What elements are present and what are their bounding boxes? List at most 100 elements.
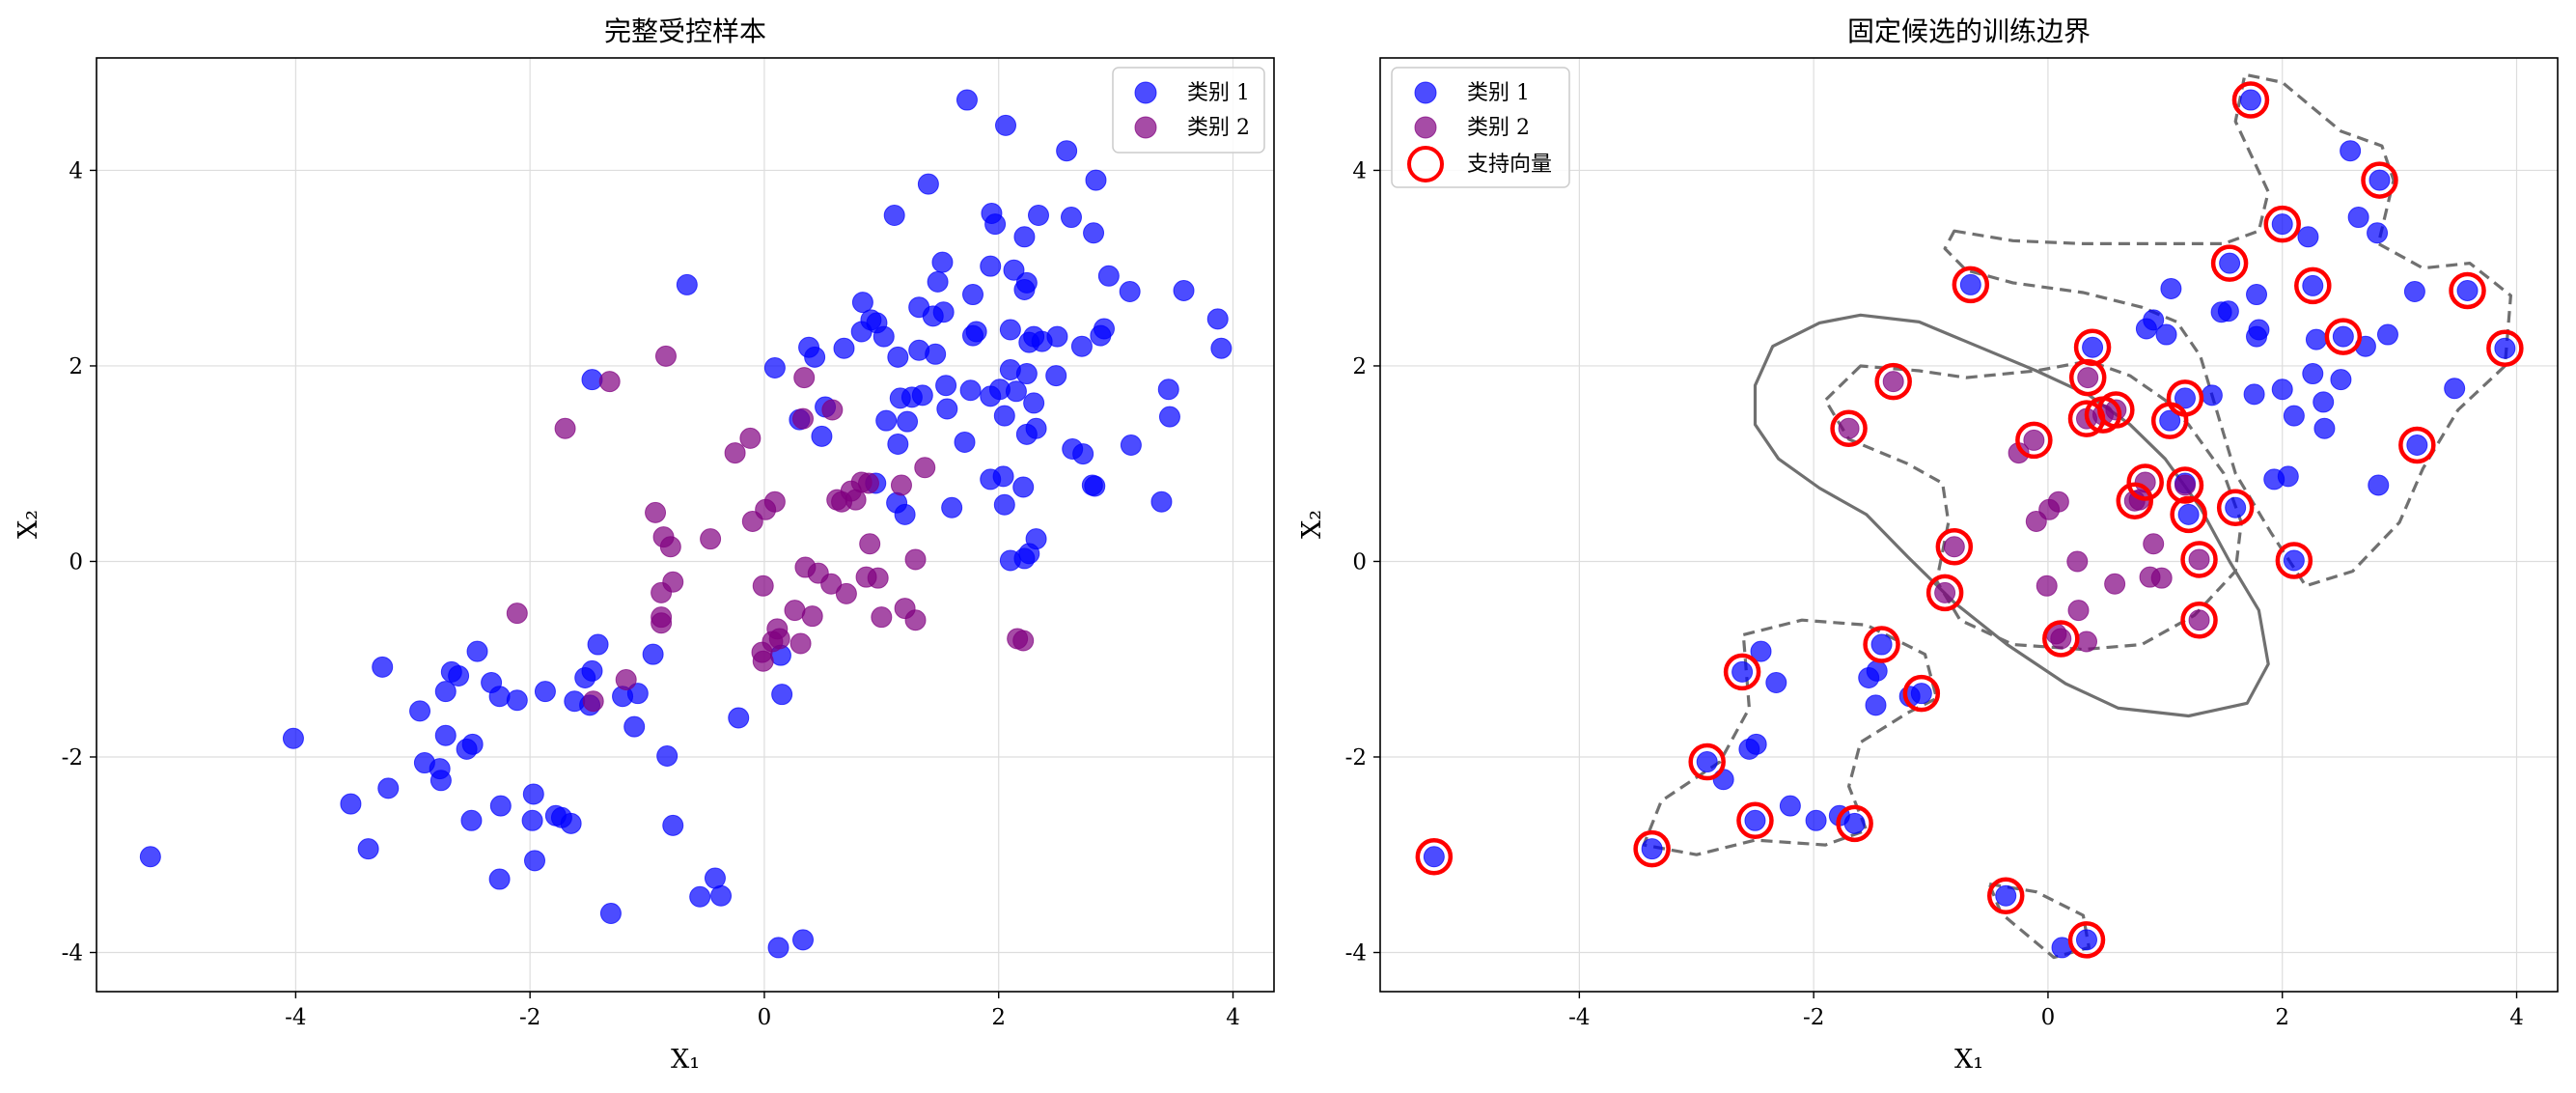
right-chart-title: 固定候选的训练边界 — [1847, 15, 2091, 47]
left-point-class1 — [357, 838, 379, 860]
left-point-class1 — [993, 493, 1015, 516]
left-point-class1 — [980, 255, 1002, 277]
support-vector-marker — [1902, 674, 1941, 713]
left-point-class2 — [821, 399, 844, 421]
right-point-class1 — [2239, 89, 2261, 111]
left-point-class1 — [429, 770, 452, 792]
left-legend-label-class2: 类别 2 — [1187, 116, 1250, 140]
support-vector-marker — [2216, 489, 2255, 527]
support-vector-marker — [2180, 601, 2218, 639]
support-vector-marker — [2015, 421, 2053, 460]
support-vector-marker — [2150, 402, 2189, 439]
left-point-class2 — [752, 575, 774, 597]
right-point-class1 — [2243, 383, 2265, 406]
left-point-class1 — [1031, 330, 1053, 352]
left-point-class2 — [820, 573, 843, 595]
right-point-class1 — [2246, 284, 2268, 306]
support-vector-marker — [2170, 495, 2207, 534]
right-point-class1 — [2219, 252, 2241, 274]
support-vector-marker — [1836, 804, 1873, 843]
right-point-class1 — [2297, 226, 2319, 248]
left-point-class1 — [623, 715, 646, 738]
support-vector-marker — [2067, 400, 2106, 437]
right-point-class1 — [1696, 751, 1718, 773]
left-point-class1 — [662, 814, 684, 836]
left-point-class2 — [724, 442, 746, 464]
left-grid — [97, 58, 1274, 992]
right-point-class2 — [2076, 631, 2097, 653]
right-point-class1 — [2225, 496, 2247, 518]
right-axes-frame — [1379, 57, 2559, 993]
right-legend: 类别 1 类别 2 支持向量 — [1391, 67, 1570, 188]
left-point-class1 — [1090, 324, 1112, 347]
left-point-class1 — [710, 884, 733, 907]
left-point-class1 — [887, 346, 909, 368]
left-point-class1 — [1015, 423, 1038, 445]
right-point-class1 — [2305, 328, 2327, 350]
right-point-class1 — [1870, 633, 1893, 656]
support-vector-marker — [2263, 205, 2301, 243]
left-chart-title: 完整受控样本 — [604, 15, 766, 47]
left-point-class1 — [1120, 434, 1142, 456]
left-point-class1 — [1056, 140, 1078, 162]
right-ticks: -4 -2 0 2 4 -4 -2 0 2 4 — [1345, 158, 2524, 1030]
right-point-class1 — [2376, 323, 2398, 346]
left-x-tick-label: -4 — [285, 1005, 306, 1030]
support-vector-marker — [2068, 358, 2107, 397]
left-point-class1 — [993, 405, 1015, 427]
left-point-class1 — [927, 270, 949, 293]
left-point-class1 — [873, 325, 895, 348]
right-point-class2 — [2139, 566, 2161, 588]
support-vector-marker — [1830, 409, 1868, 448]
left-point-class1 — [962, 284, 984, 306]
left-point-class1 — [1012, 476, 1035, 498]
right-legend-marker-class1 — [1414, 81, 1437, 104]
right-panel: -4 -2 0 2 4 -4 -2 0 2 4 固定候选的训练边界 X₁ X₂ 类别 1 类别 2… — [1297, 15, 2559, 1075]
right-y-tick-label: -2 — [1345, 745, 1367, 771]
right-legend-box — [1391, 67, 1570, 188]
left-point-class1 — [340, 793, 362, 815]
right-point-class1 — [2159, 409, 2181, 432]
support-vector-marker — [2116, 482, 2154, 519]
right-point-class1 — [2313, 391, 2335, 413]
left-point-class1 — [875, 409, 898, 432]
support-vector-marker — [2398, 426, 2436, 464]
left-legend-label-class1: 类别 1 — [1187, 81, 1250, 105]
left-point-class1 — [587, 633, 609, 656]
right-point-class1 — [1750, 640, 1772, 662]
left-point-class1 — [883, 205, 905, 227]
left-point-class1 — [771, 684, 793, 706]
right-legend-marker-class2 — [1414, 116, 1437, 139]
right-point-class1 — [1765, 672, 1787, 694]
left-point-class1 — [1062, 438, 1084, 461]
left-point-class2 — [789, 632, 812, 655]
left-point-class1 — [959, 379, 982, 402]
left-point-class2 — [890, 474, 912, 496]
left-point-class1 — [911, 384, 933, 406]
left-y-tick-label: 2 — [69, 354, 83, 379]
right-point-class1 — [2347, 207, 2369, 229]
right-point-class1 — [2368, 169, 2391, 191]
support-vector-marker — [2067, 921, 2106, 959]
right-point-class2 — [1882, 371, 1904, 393]
left-point-class2 — [1012, 630, 1035, 652]
left-point-class1 — [524, 850, 546, 872]
left-point-class1 — [481, 672, 503, 694]
left-point-class1 — [676, 273, 698, 295]
left-point-class2 — [654, 345, 677, 367]
right-point-class1 — [1744, 809, 1766, 831]
left-legend-marker-class1 — [1134, 81, 1157, 104]
left-point-class1 — [792, 929, 814, 951]
support-vector-marker — [2275, 542, 2313, 579]
left-point-class1 — [917, 173, 939, 195]
support-vector-marker — [1415, 838, 1454, 876]
right-point-class2 — [1943, 536, 1965, 558]
left-point-class1 — [642, 643, 664, 665]
left-point-class2 — [598, 371, 621, 393]
support-vector-marker — [2042, 620, 2080, 658]
left-point-class1 — [434, 724, 457, 746]
right-point-class1 — [1779, 795, 1801, 817]
left-point-class1 — [956, 89, 978, 111]
left-point-class2 — [904, 609, 927, 631]
left-point-class1 — [962, 324, 984, 347]
